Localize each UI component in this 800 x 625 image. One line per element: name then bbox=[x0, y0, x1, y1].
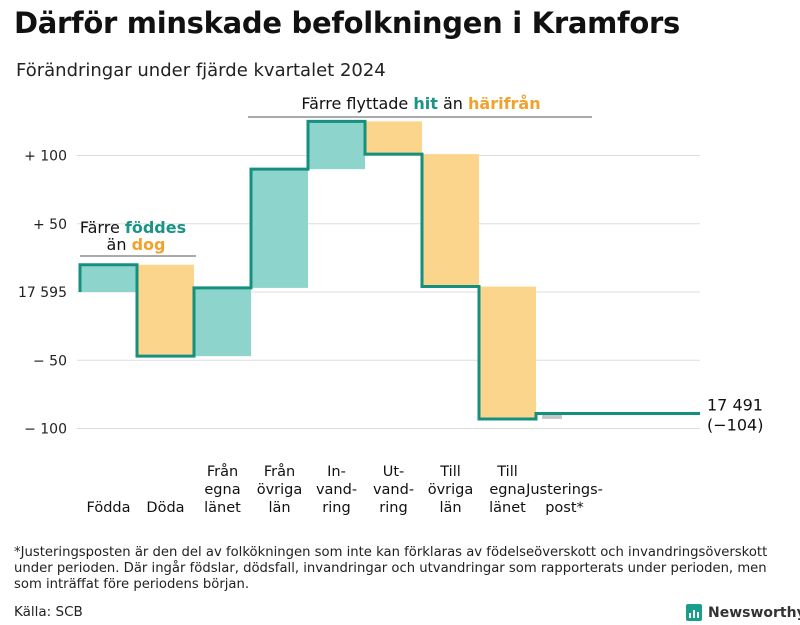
x-category-label: post* bbox=[545, 500, 584, 516]
x-category-label: Från bbox=[264, 463, 295, 480]
bar-0 bbox=[80, 264, 137, 292]
y-tick-label: − 100 bbox=[24, 422, 67, 438]
chart-title: Därför minskade befolkningen i Kramfors bbox=[14, 6, 680, 40]
y-tick-label: 17 595 bbox=[18, 285, 67, 301]
bar-chart-icon bbox=[686, 604, 702, 621]
x-category-label: Justerings- bbox=[525, 482, 603, 498]
x-category-label: Döda bbox=[146, 500, 184, 516]
y-tick-label: + 100 bbox=[24, 149, 67, 165]
bar-1 bbox=[137, 264, 194, 357]
x-category-label: Ut- bbox=[383, 464, 405, 480]
chart-subtitle: Förändringar under fjärde kvartalet 2024 bbox=[16, 60, 386, 81]
annotation-births-deaths-line2: än dog bbox=[107, 235, 166, 254]
bar-4 bbox=[308, 121, 365, 170]
x-category-label: In- bbox=[327, 464, 346, 480]
bar-2 bbox=[194, 287, 251, 357]
y-tick-label: − 50 bbox=[33, 353, 67, 369]
bar-6 bbox=[422, 154, 479, 287]
footnote: *Justeringsposten är den del av folkökni… bbox=[14, 545, 768, 592]
x-category-label: Från bbox=[207, 463, 238, 480]
x-category-label: län bbox=[439, 500, 461, 516]
bar-3 bbox=[251, 169, 308, 288]
x-category-label: Till bbox=[496, 464, 518, 480]
x-category-label: egna bbox=[489, 482, 525, 498]
x-category-label: länet bbox=[204, 500, 241, 516]
end-value-label: (−104) bbox=[707, 415, 763, 434]
bar-8 bbox=[542, 413, 562, 419]
x-category-label: län bbox=[268, 500, 290, 516]
newsworthy-logo: Newsworthy bbox=[686, 604, 800, 621]
annotation-migration: Färre flyttade hit än härifrån bbox=[301, 94, 540, 113]
bar-7 bbox=[479, 286, 536, 419]
bar-5 bbox=[365, 121, 422, 155]
x-category-label: Födda bbox=[87, 500, 131, 516]
annotation-births-deaths: Färre föddes bbox=[80, 218, 186, 237]
x-category-label: länet bbox=[489, 500, 526, 516]
x-category-label: Till bbox=[439, 464, 461, 480]
x-category-label: övriga bbox=[257, 482, 303, 498]
x-category-label: ring bbox=[379, 500, 407, 516]
x-category-label: vand- bbox=[373, 482, 414, 498]
source-label: Källa: SCB bbox=[14, 604, 83, 620]
brand-name: Newsworthy bbox=[708, 604, 800, 621]
y-tick-label: + 50 bbox=[33, 217, 67, 233]
x-category-label: ring bbox=[322, 500, 350, 516]
end-value-label: 17 491 bbox=[707, 395, 763, 414]
waterfall-chart: + 100 + 50 17 595 − 50 − 100 17 491(−104) Född… bbox=[18, 94, 763, 516]
x-category-label: egna bbox=[204, 482, 240, 498]
x-category-label: övriga bbox=[428, 482, 474, 498]
x-category-label: vand- bbox=[316, 482, 357, 498]
cumulative-step-line bbox=[78, 119, 700, 421]
